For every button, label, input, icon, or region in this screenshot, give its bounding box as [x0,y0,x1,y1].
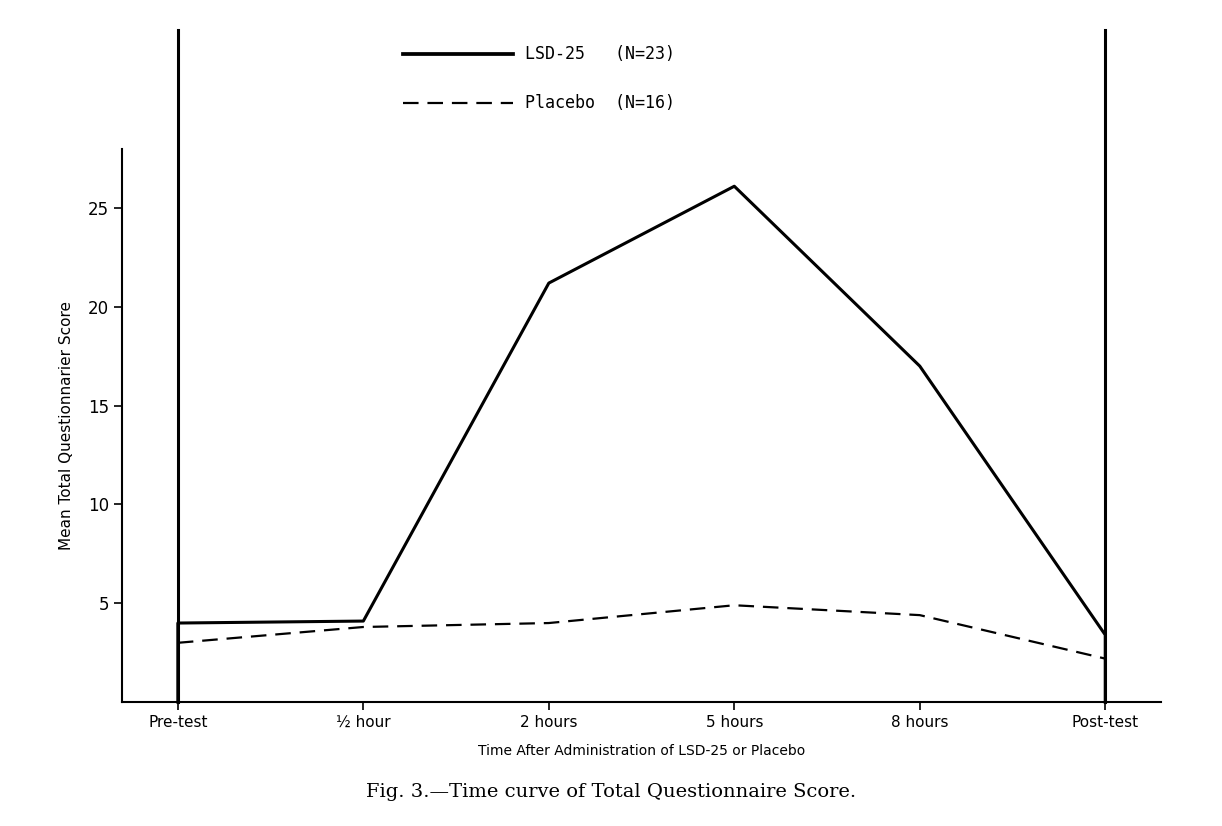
Text: Placebo  (N=16): Placebo (N=16) [525,94,676,112]
Text: LSD-25   (N=23): LSD-25 (N=23) [525,45,676,63]
Y-axis label: Mean Total Questionnarier Score: Mean Total Questionnarier Score [59,301,75,550]
X-axis label: Time After Administration of LSD-25 or Placebo: Time After Administration of LSD-25 or P… [478,744,805,758]
Text: Fig. 3.—Time curve of Total Questionnaire Score.: Fig. 3.—Time curve of Total Questionnair… [365,783,857,801]
